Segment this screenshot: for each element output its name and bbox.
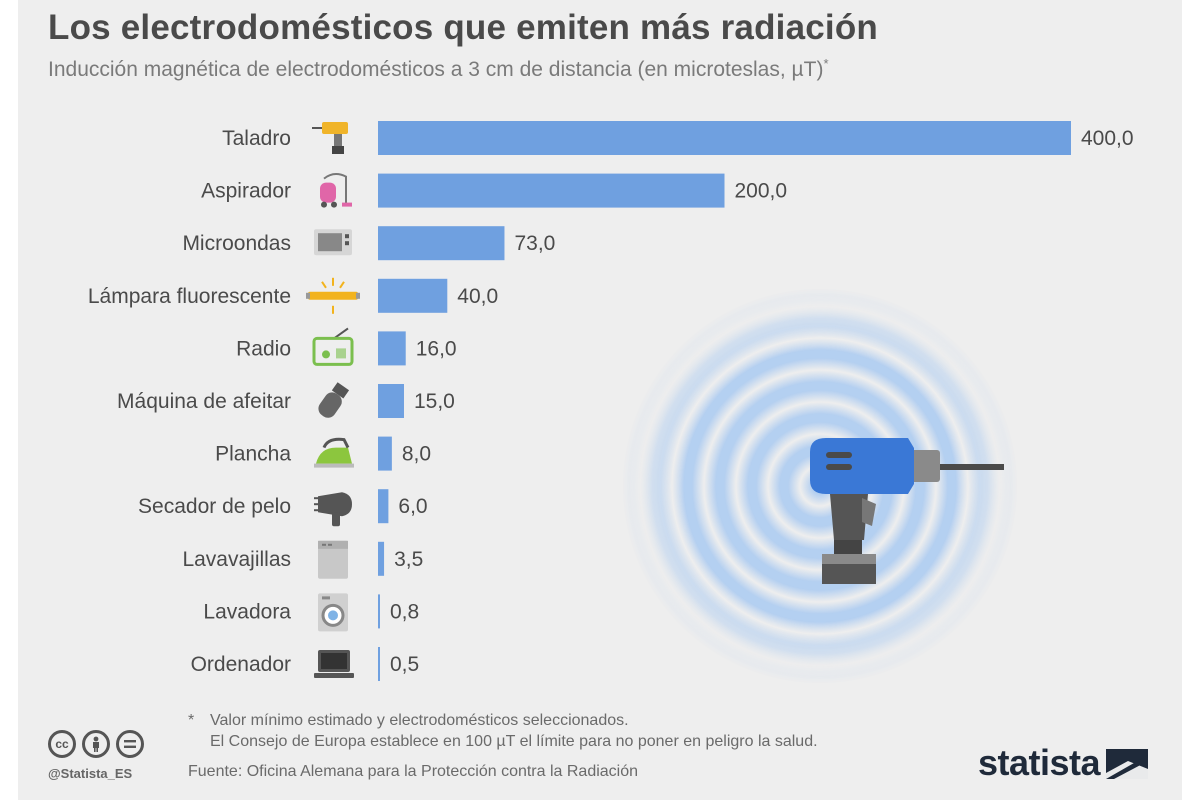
subtitle-footnote-mark: * <box>823 56 829 71</box>
category-label: Plancha <box>215 443 291 466</box>
bar-row: Ordenador 0,5 <box>191 647 419 681</box>
source-note: Fuente: Oficina Alemana para la Protecci… <box>188 763 639 780</box>
microwave-icon <box>314 229 352 256</box>
footnote-mark: * <box>188 712 195 729</box>
value-label: 40,0 <box>457 285 498 308</box>
laptop-icon <box>314 650 354 678</box>
bar-row: Máquina de afeitar 15,0 <box>117 382 455 418</box>
drill-icon <box>312 122 348 154</box>
license-icons: cc <box>48 730 144 758</box>
category-label: Lavavajillas <box>182 548 291 571</box>
cc-icon: cc <box>48 730 76 758</box>
bar-row: Lavavajillas 3,5 <box>182 540 423 579</box>
category-label: Secador de pelo <box>138 495 291 518</box>
category-label: Taladro <box>222 127 291 150</box>
value-label: 15,0 <box>414 390 455 413</box>
bar-row: Secador de pelo 6,0 <box>138 489 428 527</box>
value-label: 8,0 <box>402 443 431 466</box>
washing-machine-icon <box>318 593 348 632</box>
value-label: 200,0 <box>735 180 788 203</box>
value-label: 6,0 <box>398 495 427 518</box>
bar <box>378 278 448 313</box>
value-label: 3,5 <box>394 548 423 571</box>
bar <box>378 436 392 471</box>
bar <box>378 594 380 629</box>
iron-icon <box>314 437 354 468</box>
category-label: Ordenador <box>191 653 291 676</box>
social-handle: @Statista_ES <box>48 766 133 781</box>
value-label: 0,8 <box>390 600 419 623</box>
infographic: Los electrodomésticos que emiten más rad… <box>18 0 1182 800</box>
category-label: Máquina de afeitar <box>117 390 291 413</box>
category-label: Radio <box>236 337 291 360</box>
category-label: Lámpara fluorescente <box>88 285 291 308</box>
bar <box>378 173 725 208</box>
hair-dryer-icon <box>314 492 352 527</box>
subtitle-text: Inducción magnética de electrodomésticos… <box>48 58 824 81</box>
brand-name: statista <box>978 742 1101 783</box>
footnote: * Valor mínimo estimado y electrodomésti… <box>188 710 968 752</box>
value-label: 0,5 <box>390 653 419 676</box>
bar-row: Radio 16,0 <box>236 327 457 366</box>
footnote-line-1: Valor mínimo estimado y electrodoméstico… <box>210 712 629 729</box>
footnote-line-2: El Consejo de Europa establece en 100 µT… <box>210 733 818 750</box>
value-label: 73,0 <box>514 232 555 255</box>
bar-chart: Taladro 400,0 Aspirador 200,0 Microondas 73,0… <box>88 121 1134 681</box>
bar-row: Taladro 400,0 <box>222 121 1134 155</box>
value-label: 400,0 <box>1081 127 1134 150</box>
vacuum-icon <box>320 173 352 208</box>
shaver-icon <box>318 382 350 418</box>
bar <box>378 489 389 524</box>
bar <box>378 384 404 418</box>
bar <box>378 647 380 681</box>
page-subtitle: Inducción magnética de electrodomésticos… <box>48 56 829 82</box>
category-label: Aspirador <box>201 180 291 203</box>
bar-chart-rows: Taladro 400,0 Aspirador 200,0 Microondas 73,0… <box>88 121 1134 681</box>
bar-row: Lámpara fluorescente 40,0 <box>88 277 498 314</box>
bar-row: Aspirador 200,0 <box>201 173 788 208</box>
fluorescent-lamp-icon <box>306 277 360 314</box>
category-label: Microondas <box>182 232 291 255</box>
radio-icon <box>312 327 354 366</box>
no-derivatives-icon <box>116 730 144 758</box>
statista-logo-icon <box>1106 749 1149 779</box>
bar-row: Lavadora 0,8 <box>203 593 419 632</box>
bar <box>378 121 1071 155</box>
bar-row: Plancha 8,0 <box>215 436 431 471</box>
drill-illustration-icon <box>810 438 1004 584</box>
bar <box>378 226 505 261</box>
bar-row: Microondas 73,0 <box>182 226 555 261</box>
bar <box>378 331 406 366</box>
value-label: 16,0 <box>416 337 457 360</box>
page-title: Los electrodomésticos que emiten más rad… <box>48 8 879 47</box>
category-label: Lavadora <box>203 600 291 623</box>
dishwasher-icon <box>318 540 348 579</box>
attribution-icon <box>82 730 110 758</box>
statista-logo: statista <box>978 742 1149 784</box>
bar <box>378 541 385 576</box>
